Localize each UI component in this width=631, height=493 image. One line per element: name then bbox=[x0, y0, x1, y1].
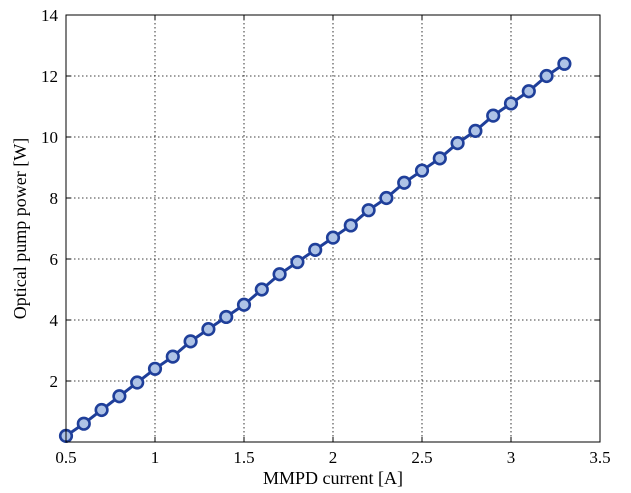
data-point-marker bbox=[450, 136, 465, 151]
data-point-marker bbox=[503, 96, 519, 111]
x-tick-label: 1 bbox=[151, 448, 160, 467]
data-point-marker bbox=[486, 108, 501, 123]
plot-frame bbox=[65, 14, 601, 443]
tick-labels: 0.5 1 1.5 2 2.5 3 3.5 2 4 6 8 10 12 14 bbox=[41, 6, 611, 467]
grid-lines bbox=[66, 15, 600, 442]
data-point-marker bbox=[112, 389, 127, 404]
data-point-marker bbox=[539, 68, 554, 84]
x-tick-label: 1.5 bbox=[233, 448, 254, 467]
data-point-marker bbox=[414, 163, 430, 178]
data-point-marker bbox=[219, 309, 234, 325]
x-tick-label: 3.5 bbox=[589, 448, 610, 467]
data-point-marker bbox=[290, 254, 305, 270]
x-tick-label: 2 bbox=[329, 448, 338, 467]
x-tick-label: 0.5 bbox=[55, 448, 76, 467]
data-point-marker bbox=[236, 297, 252, 312]
series-layer bbox=[58, 56, 572, 444]
data-point-marker bbox=[272, 267, 287, 282]
y-tick-label: 8 bbox=[50, 189, 59, 208]
y-tick-label: 4 bbox=[50, 311, 59, 330]
y-tick-label: 14 bbox=[41, 6, 59, 25]
y-tick-label: 10 bbox=[41, 128, 58, 147]
data-point-marker bbox=[183, 334, 198, 349]
x-axis-label: MMPD current [A] bbox=[263, 468, 403, 488]
data-point-marker bbox=[308, 242, 323, 257]
data-point-marker bbox=[343, 218, 358, 233]
y-tick-label: 6 bbox=[50, 250, 59, 269]
data-point-marker bbox=[130, 375, 145, 390]
y-axis-label: Optical pump power [W] bbox=[10, 138, 30, 319]
data-point-marker bbox=[557, 56, 572, 71]
x-tick-label: 3 bbox=[507, 448, 516, 467]
data-point-marker bbox=[432, 151, 447, 166]
data-point-marker bbox=[397, 175, 412, 190]
y-tick-label: 12 bbox=[41, 67, 58, 86]
data-point-marker bbox=[94, 402, 109, 418]
y-tick-label: 2 bbox=[50, 372, 59, 391]
x-tick-label: 2.5 bbox=[411, 448, 432, 467]
data-point-marker bbox=[165, 349, 180, 364]
data-point-marker bbox=[201, 322, 216, 337]
data-point-marker bbox=[379, 190, 394, 206]
data-point-marker bbox=[521, 84, 536, 99]
data-point-marker bbox=[325, 230, 341, 245]
data-point-marker bbox=[254, 282, 269, 297]
data-point-marker bbox=[76, 416, 91, 431]
data-point-marker bbox=[468, 123, 483, 138]
data-point-marker bbox=[361, 203, 376, 218]
data-point-marker bbox=[147, 361, 163, 376]
